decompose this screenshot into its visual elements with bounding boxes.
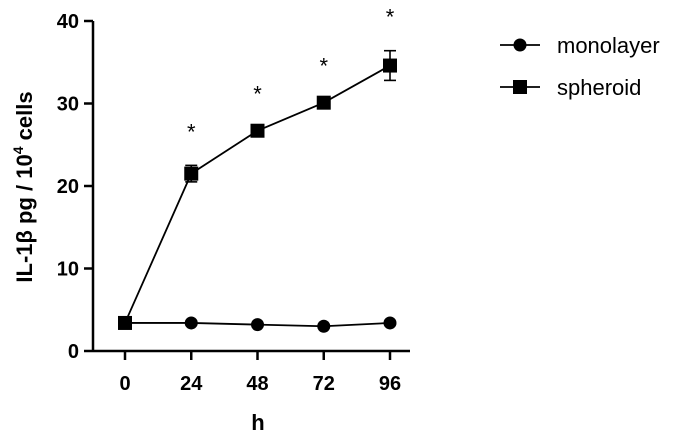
legend-marker <box>513 80 527 94</box>
x-tick-label: 24 <box>180 373 203 395</box>
series-spheroid <box>118 49 397 330</box>
legend-marker <box>513 38 527 52</box>
data-point-spheroid <box>383 58 397 73</box>
y-tick-label: 30 <box>57 94 79 116</box>
data-point-monolayer <box>383 316 397 330</box>
series-layer: * * * * <box>118 5 397 333</box>
data-point-spheroid <box>316 95 331 110</box>
y-axis-label: IL-1β pg / 104 cells <box>10 91 37 282</box>
y-axis-label-unit: cells <box>12 91 37 146</box>
significance-star: * <box>319 53 328 78</box>
axes: 0 10 20 30 40 0 24 48 72 96 <box>57 11 410 395</box>
y-tick-label: 10 <box>57 259 79 281</box>
y-tick-label: 0 <box>68 341 79 363</box>
x-tick-label: 0 <box>119 373 130 395</box>
significance-star: * <box>386 5 395 30</box>
x-tick-label: 72 <box>313 373 335 395</box>
data-point-spheroid <box>184 166 199 181</box>
data-point-spheroid <box>250 123 265 138</box>
y-tick-label: 40 <box>57 11 79 33</box>
x-tick-label: 96 <box>379 373 401 395</box>
data-point-monolayer <box>251 318 264 332</box>
series-monolayer <box>118 316 397 333</box>
data-point-monolayer <box>184 316 198 330</box>
x-tick-label: 48 <box>246 373 268 395</box>
legend-label: spheroid <box>557 75 641 100</box>
y-tick-label: 20 <box>57 176 79 198</box>
y-axis-label-main: IL-1β pg / 10 <box>12 154 37 282</box>
legend-item-spheroid: spheroid <box>500 75 641 100</box>
significance-star: * <box>187 119 196 144</box>
legend-item-monolayer: monolayer <box>500 33 660 58</box>
data-point-monolayer <box>317 319 331 333</box>
legend-label: monolayer <box>557 33 660 58</box>
data-point-spheroid <box>118 315 132 330</box>
y-axis-label-superscript: 4 <box>10 146 26 154</box>
x-axis-label: h <box>251 410 264 435</box>
legend: monolayer spheroid <box>500 33 660 100</box>
significance-star: * <box>253 81 262 106</box>
